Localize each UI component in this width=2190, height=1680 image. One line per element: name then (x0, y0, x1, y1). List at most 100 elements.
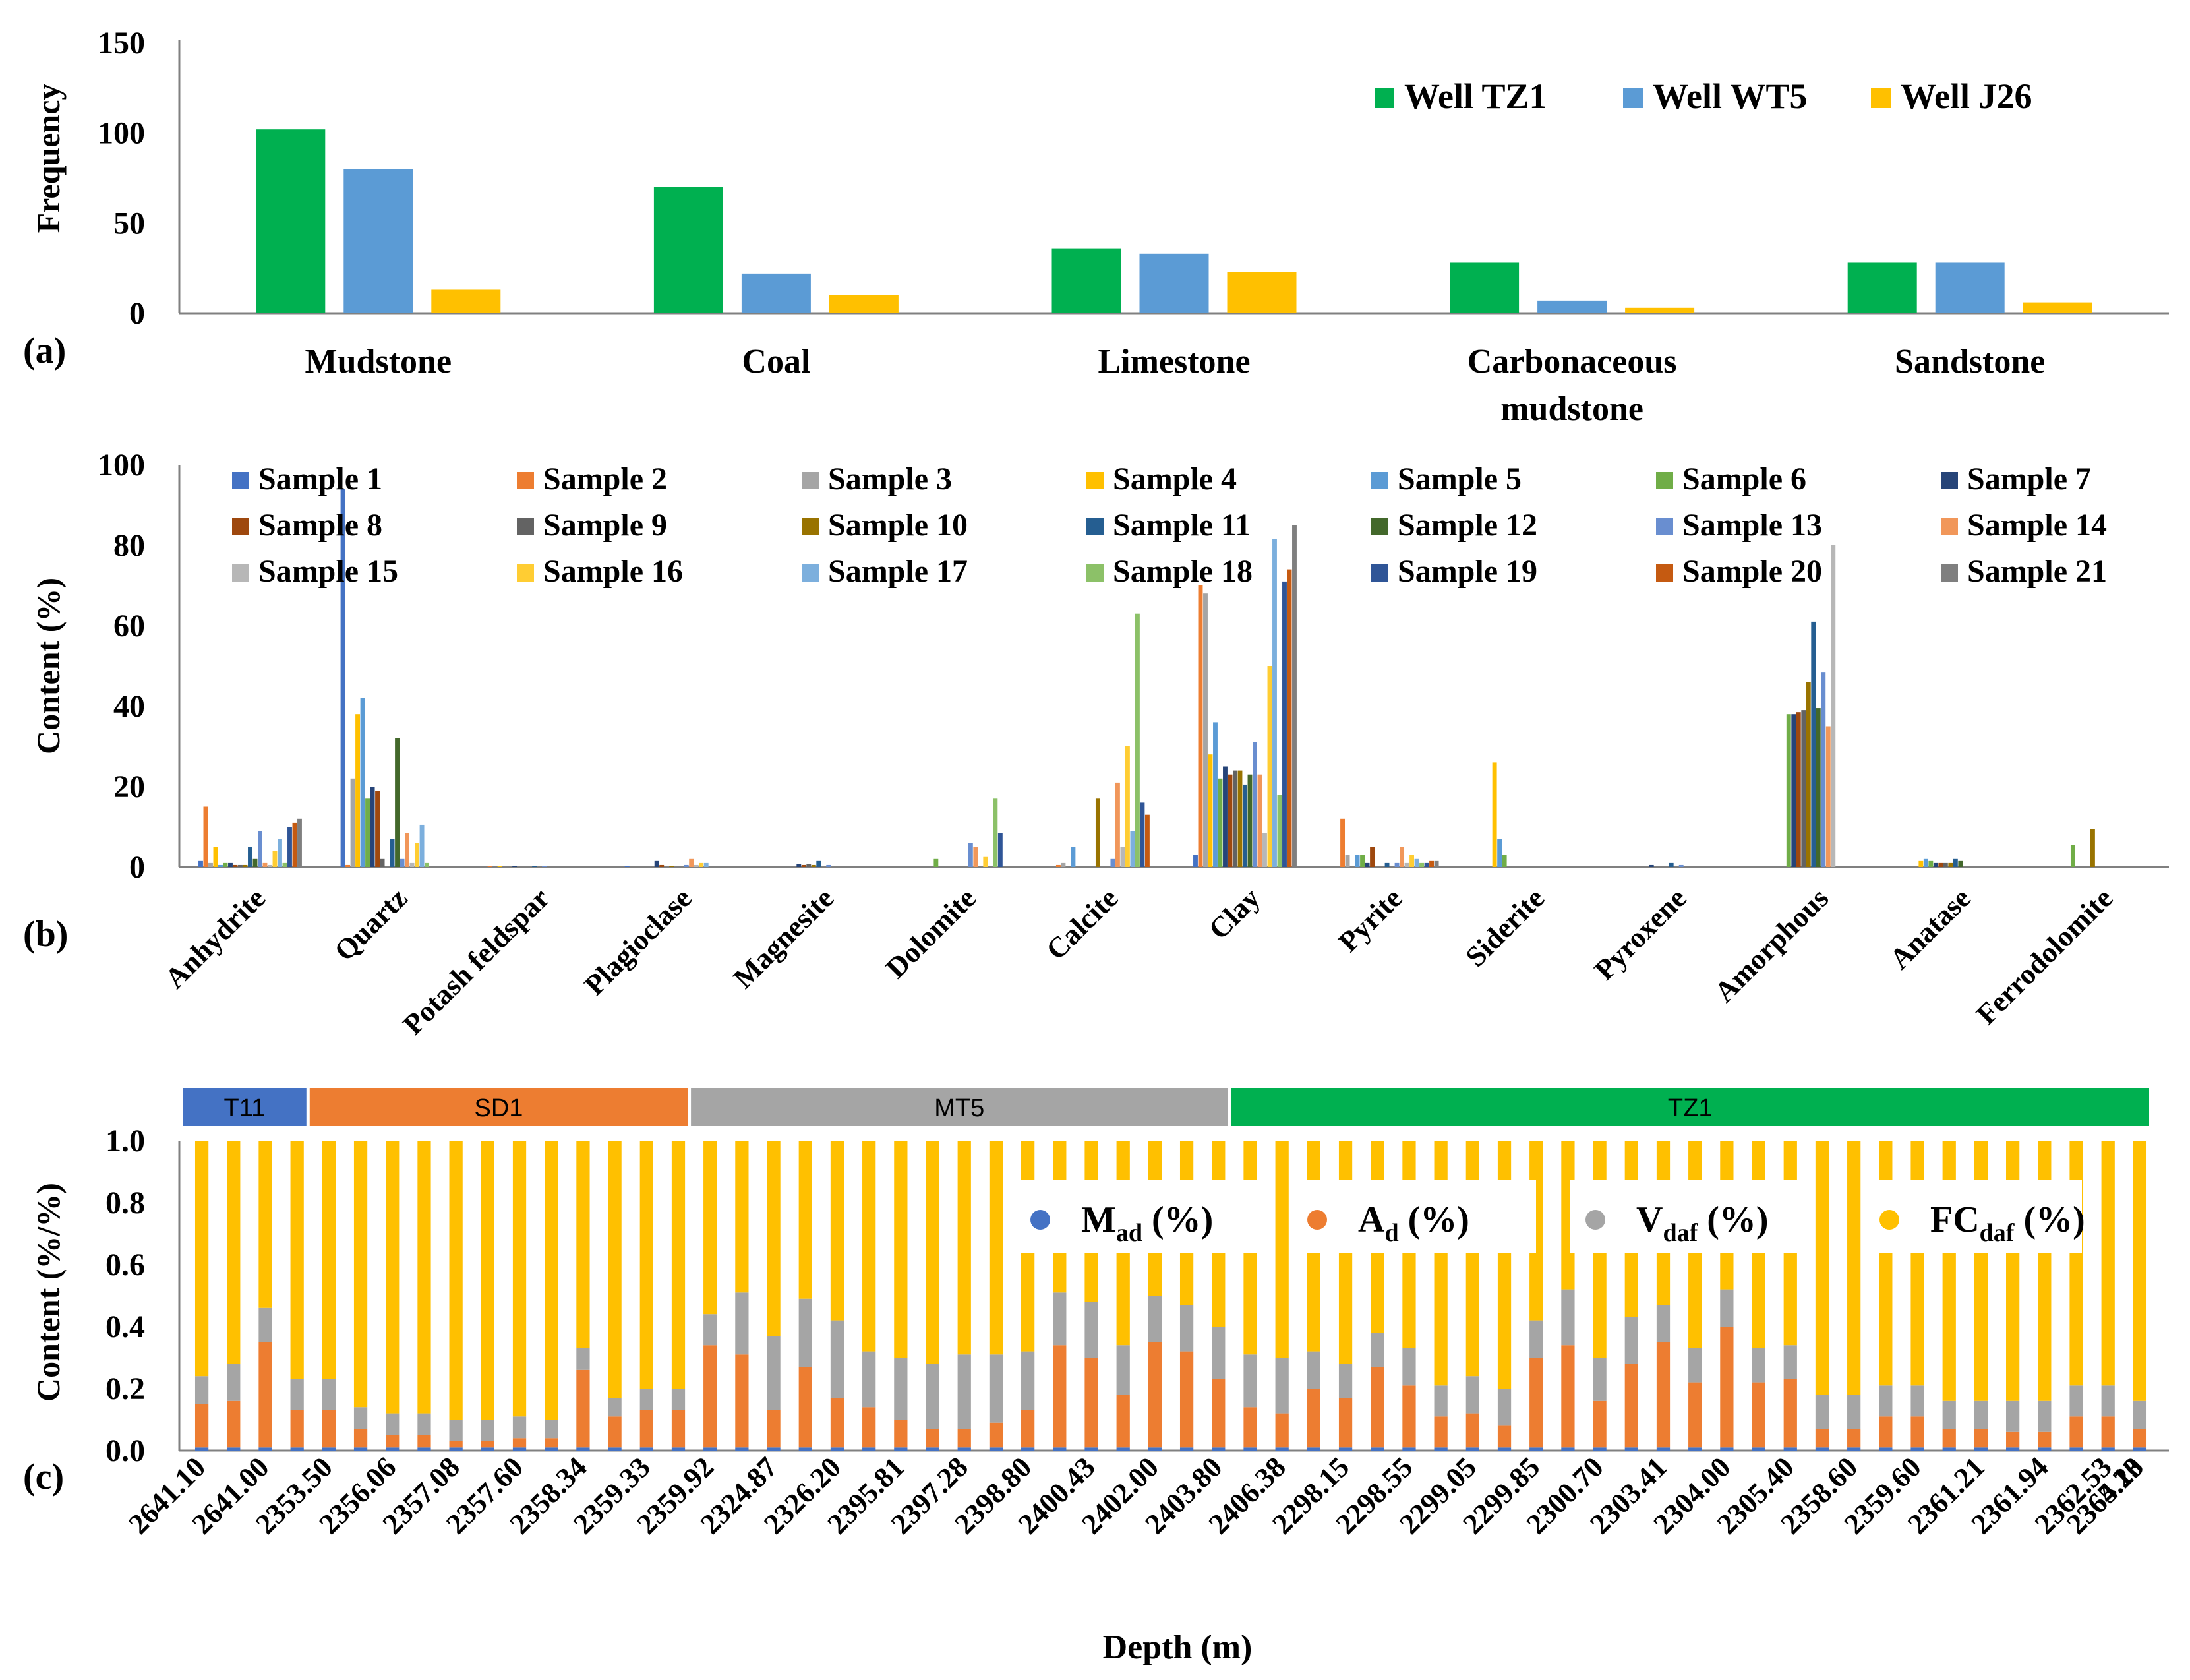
bar-sample-13-clay (1253, 742, 1257, 867)
stack-fcdaf-0 (194, 1141, 209, 1377)
bar-sample-16-dolomite (983, 856, 988, 867)
legend-label-sample-20: Sample 20 (1682, 554, 1822, 589)
stack-mad-30 (1148, 1447, 1162, 1451)
bar-sample-9-anhydrite (238, 864, 243, 867)
bar-sample-13-calcite (1110, 858, 1115, 867)
stack-mad-15 (671, 1447, 686, 1451)
bar-sample-8-quartz (375, 791, 380, 867)
stack-vdaf-61 (2133, 1400, 2147, 1429)
bar-sample-9-amorphous (1801, 710, 1806, 867)
stack-fcdaf-22 (894, 1141, 908, 1358)
x-tick-label-plagioclase: Plagioclase (578, 882, 698, 1002)
legend-label-sample-6: Sample 6 (1682, 462, 1806, 496)
bar-sample-7-anatase (1933, 862, 1938, 867)
stack-mad-44 (1593, 1447, 1607, 1451)
bar-sample-13-magnesite (826, 864, 831, 867)
stack-vdaf-15 (671, 1389, 686, 1410)
stack-mad-60 (2101, 1447, 2115, 1451)
bar-sample-7-magnesite (796, 864, 802, 867)
bar-sample-1-clay (1193, 855, 1198, 867)
x-tick-label-pyrite: Pyrite (1332, 882, 1409, 958)
bar-sample-13-quartz (400, 858, 405, 867)
bar-sample-3-pyrite (1345, 855, 1350, 867)
legend-box-mad (1015, 1180, 1259, 1253)
stack-vdaf-55 (1942, 1400, 1956, 1429)
stack-mad-29 (1116, 1447, 1130, 1451)
stack-ad-23 (926, 1429, 939, 1448)
stack-ad-42 (1529, 1358, 1543, 1448)
panel-c-y-tick-label: 0.0 (105, 1433, 145, 1468)
stack-fcdaf-18 (767, 1141, 781, 1336)
x-tick-label-coal: Coal (742, 343, 810, 380)
stack-vdaf-20 (830, 1320, 844, 1398)
bar-sample-6-siderite (1502, 855, 1507, 867)
stack-ad-33 (1243, 1407, 1257, 1448)
stack-mad-54 (1910, 1447, 1924, 1451)
bar-sample-5-siderite (1497, 839, 1502, 867)
bar-sample-11-pyrite (1384, 862, 1390, 867)
stack-ad-31 (1179, 1351, 1194, 1448)
stack-ad-55 (1942, 1429, 1956, 1448)
stack-fcdaf-40 (1465, 1141, 1479, 1377)
stack-ad-0 (194, 1404, 209, 1448)
legend-marker-mad (1030, 1210, 1050, 1230)
legend-label-well-j26: Well J26 (1901, 76, 2032, 116)
well-band-t11 (183, 1088, 307, 1126)
stack-mad-42 (1529, 1447, 1543, 1451)
bar-sample-19-anhydrite (287, 827, 292, 867)
bar-sample-2-calcite (1055, 864, 1061, 867)
panel-c-proximate-analysis-chart: T11 SD1 MT5 TZ1 0.0 0.2 0.4 0.6 0.8 1.0 Mad (%) A… (23, 1088, 2169, 1666)
stack-ad-40 (1465, 1413, 1479, 1448)
legend-swatch-sample-11 (1086, 518, 1104, 535)
stack-mad-45 (1624, 1447, 1638, 1451)
stack-mad-49 (1752, 1447, 1765, 1451)
bar-sample-3-anhydrite (208, 862, 213, 867)
bar-sample-19-calcite (1140, 802, 1145, 867)
panel-c-y-tick-label: 0.6 (105, 1247, 145, 1282)
stack-ad-24 (957, 1429, 971, 1448)
legend-label-ad: Ad (%) (1358, 1199, 1469, 1247)
stack-ad-34 (1275, 1413, 1289, 1448)
stack-mad-23 (926, 1447, 939, 1451)
stack-fcdaf-23 (926, 1141, 939, 1364)
legend-box-vdaf (1570, 1180, 1814, 1253)
stack-mad-7 (417, 1447, 431, 1451)
stack-mad-53 (1879, 1447, 1893, 1451)
stack-ad-37 (1371, 1367, 1384, 1448)
well-band-mt5 (691, 1088, 1228, 1126)
bar-sample-7-anhydrite (228, 862, 233, 867)
stack-vdaf-21 (862, 1351, 876, 1408)
panel-a-label: (a) (23, 330, 66, 371)
bar-sample-8-anatase (1938, 862, 1943, 867)
legend-label-sample-14: Sample 14 (1967, 508, 2107, 543)
legend-label-sample-10: Sample 10 (828, 508, 968, 543)
legend-swatch-sample-3 (802, 472, 819, 489)
stack-ad-25 (989, 1422, 1003, 1448)
stack-mad-10 (512, 1447, 527, 1451)
bar-sample-11-pyroxene (1669, 862, 1674, 867)
bar-sample-17-pyrite (1414, 858, 1419, 867)
stack-vdaf-16 (703, 1314, 717, 1346)
bar-sample-2-potash-feldspar (487, 866, 492, 867)
stack-fcdaf-51 (1815, 1141, 1829, 1395)
stack-fcdaf-53 (1879, 1141, 1893, 1386)
stack-vdaf-35 (1307, 1351, 1320, 1389)
bar-sample-11-quartz (390, 839, 395, 867)
stack-vdaf-17 (735, 1292, 749, 1355)
bar-well-tz1-limestone (1051, 248, 1121, 313)
stack-vdaf-29 (1116, 1345, 1130, 1395)
stack-ad-51 (1815, 1429, 1829, 1448)
bar-sample-6-anhydrite (223, 862, 228, 867)
stack-ad-45 (1624, 1364, 1638, 1448)
stack-vdaf-57 (2006, 1400, 2020, 1432)
stack-vdaf-3 (290, 1379, 304, 1410)
bar-sample-2-anhydrite (203, 806, 208, 867)
stack-ad-8 (449, 1441, 463, 1448)
bar-sample-7-amorphous (1791, 714, 1796, 867)
stack-vdaf-54 (1910, 1385, 1924, 1417)
bar-sample-14-clay (1257, 774, 1262, 867)
stack-ad-12 (576, 1369, 590, 1448)
legend-label-mad: Mad (%) (1081, 1199, 1213, 1247)
x-tick-label-quartz: Quartz (328, 882, 414, 967)
stack-mad-5 (353, 1447, 368, 1451)
